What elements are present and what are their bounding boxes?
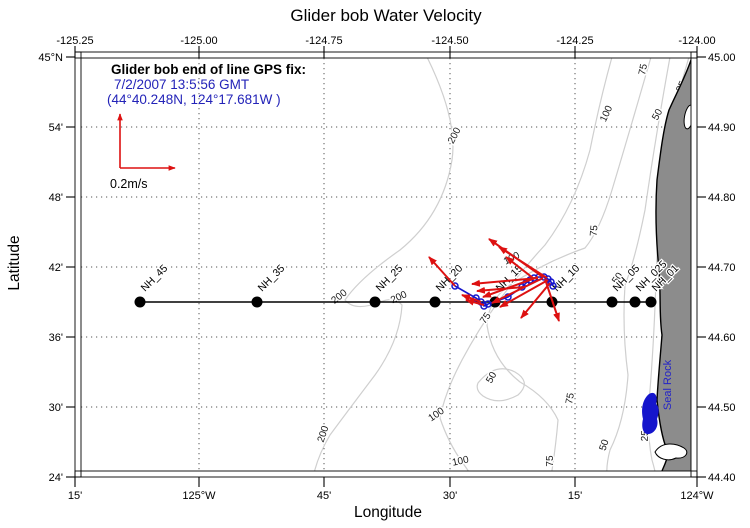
x-axis-title: Longitude [354,504,422,521]
station-dot [629,296,641,308]
velocity-arrow [461,294,482,303]
right-tick-label: 44.80 [708,192,736,204]
bottom-tick-label: 45' [317,490,331,502]
station-dot [645,296,657,308]
isobath-label: 50 [484,370,499,386]
isobath-label: 100 [427,405,447,424]
station-dot [429,296,441,308]
right-tick-label: 44.40 [708,472,736,484]
figure-title: Glider bob Water Velocity [290,6,482,25]
top-tick-label: -124.50 [431,35,468,47]
gps-fix-annotation: Glider bob end of line GPS fix: 7/2/2007… [107,62,306,107]
seal-rock-marker [642,392,659,435]
station-dot [134,296,146,308]
isobath-label: 200 [329,287,349,306]
glider-fix-circle [547,278,555,286]
velocity-arrow [520,282,551,319]
right-tick-label: 44.70 [708,262,736,274]
glider-fix-circle [549,282,557,290]
left-tick-label: 36' [49,332,63,344]
station-dot [369,296,381,308]
top-tick-label: -124.75 [305,35,342,47]
velocity-scale: 0.2m/s [110,113,176,191]
right-tick-label: 44.60 [708,332,736,344]
bottom-tick-label: 30' [443,490,457,502]
velocity-arrow [499,279,549,308]
bottom-tick-label: 125°W [182,490,216,502]
velocity-arrow [491,277,544,304]
bay-inlet [654,443,688,461]
isobath-label: 75 [564,392,577,405]
velocity-arrow [465,298,485,306]
left-tick-label: 42' [49,262,63,274]
velocity-arrow [428,256,456,287]
bottom-tick-label: 124°W [680,490,714,502]
isobath-label: 75 [589,224,601,236]
right-tick-label: 44.50 [708,402,736,414]
velocity-arrow [482,276,539,298]
right-axis: 45.00 44.90 44.80 44.70 44.60 44.50 44.40 [697,52,736,484]
annotation-datetime: 7/2/2007 13:5:56 GMT [114,77,249,92]
annotation-heading: Glider bob end of line GPS fix: [111,62,306,77]
annotation-position: (44°40.248N, 124°17.681W ) [107,92,281,107]
scale-label: 0.2m/s [110,177,148,191]
top-axis: -125.25 -125.00 -124.75 -124.50 -124.25 -124.… [56,35,716,58]
velocity-arrow [476,286,525,294]
velocity-vectors [428,238,560,322]
isobath-label: 75 [478,310,494,326]
velocity-arrow [471,277,539,287]
top-tick-label: -124.25 [556,35,593,47]
velocity-arrow [544,278,560,322]
left-tick-label: 48' [49,192,63,204]
glider-fix-circle [451,282,459,290]
seal-rock-label: Seal Rock [662,359,674,410]
coastline-land [642,58,691,471]
station-label: NH_25 [374,262,406,294]
bottom-tick-label: 15' [568,490,582,502]
right-tick-label: 44.90 [708,122,736,134]
left-tick-label: 54' [49,122,63,134]
left-tick-label: 45°N [38,52,63,64]
isobath-label: 200 [446,125,464,145]
top-tick-label: -124.00 [678,35,715,47]
bottom-tick-label: 15' [68,490,82,502]
top-tick-label: -125.25 [56,35,93,47]
top-tick-label: -125.00 [180,35,217,47]
right-tick-label: 45.00 [708,52,736,64]
isobath-label: 100 [598,104,615,124]
velocity-arrow [498,246,548,279]
graticule-grid [81,58,691,471]
isobath-label: 200 [389,289,409,306]
isobath-label: 75 [545,455,556,467]
isobath-label: 75 [637,62,650,76]
isobath-label: 50 [650,107,665,122]
left-tick-label: 24' [49,472,63,484]
left-axis: 45°N 54' 48' 42' 36' 30' 24' [38,52,75,484]
isobath-label: 100 [451,454,470,468]
isobath-label: 200 [316,424,332,444]
velocity-arrow [505,256,534,279]
coastal-lagoon [683,104,691,130]
station-markers: NH_45NH_35NH_25NH_20NH_15NH_10NH_05NH_02… [134,257,683,308]
station-dot [606,296,618,308]
y-axis-title: Latitude [6,235,23,290]
station-label: NH_45 [139,262,171,294]
left-tick-label: 30' [49,402,63,414]
station-dot [251,296,263,308]
bottom-axis: 15' 125°W 45' 30' 15' 124°W [68,477,714,502]
glider-fix-circle [484,300,492,308]
glider-fix-circle [480,302,488,310]
